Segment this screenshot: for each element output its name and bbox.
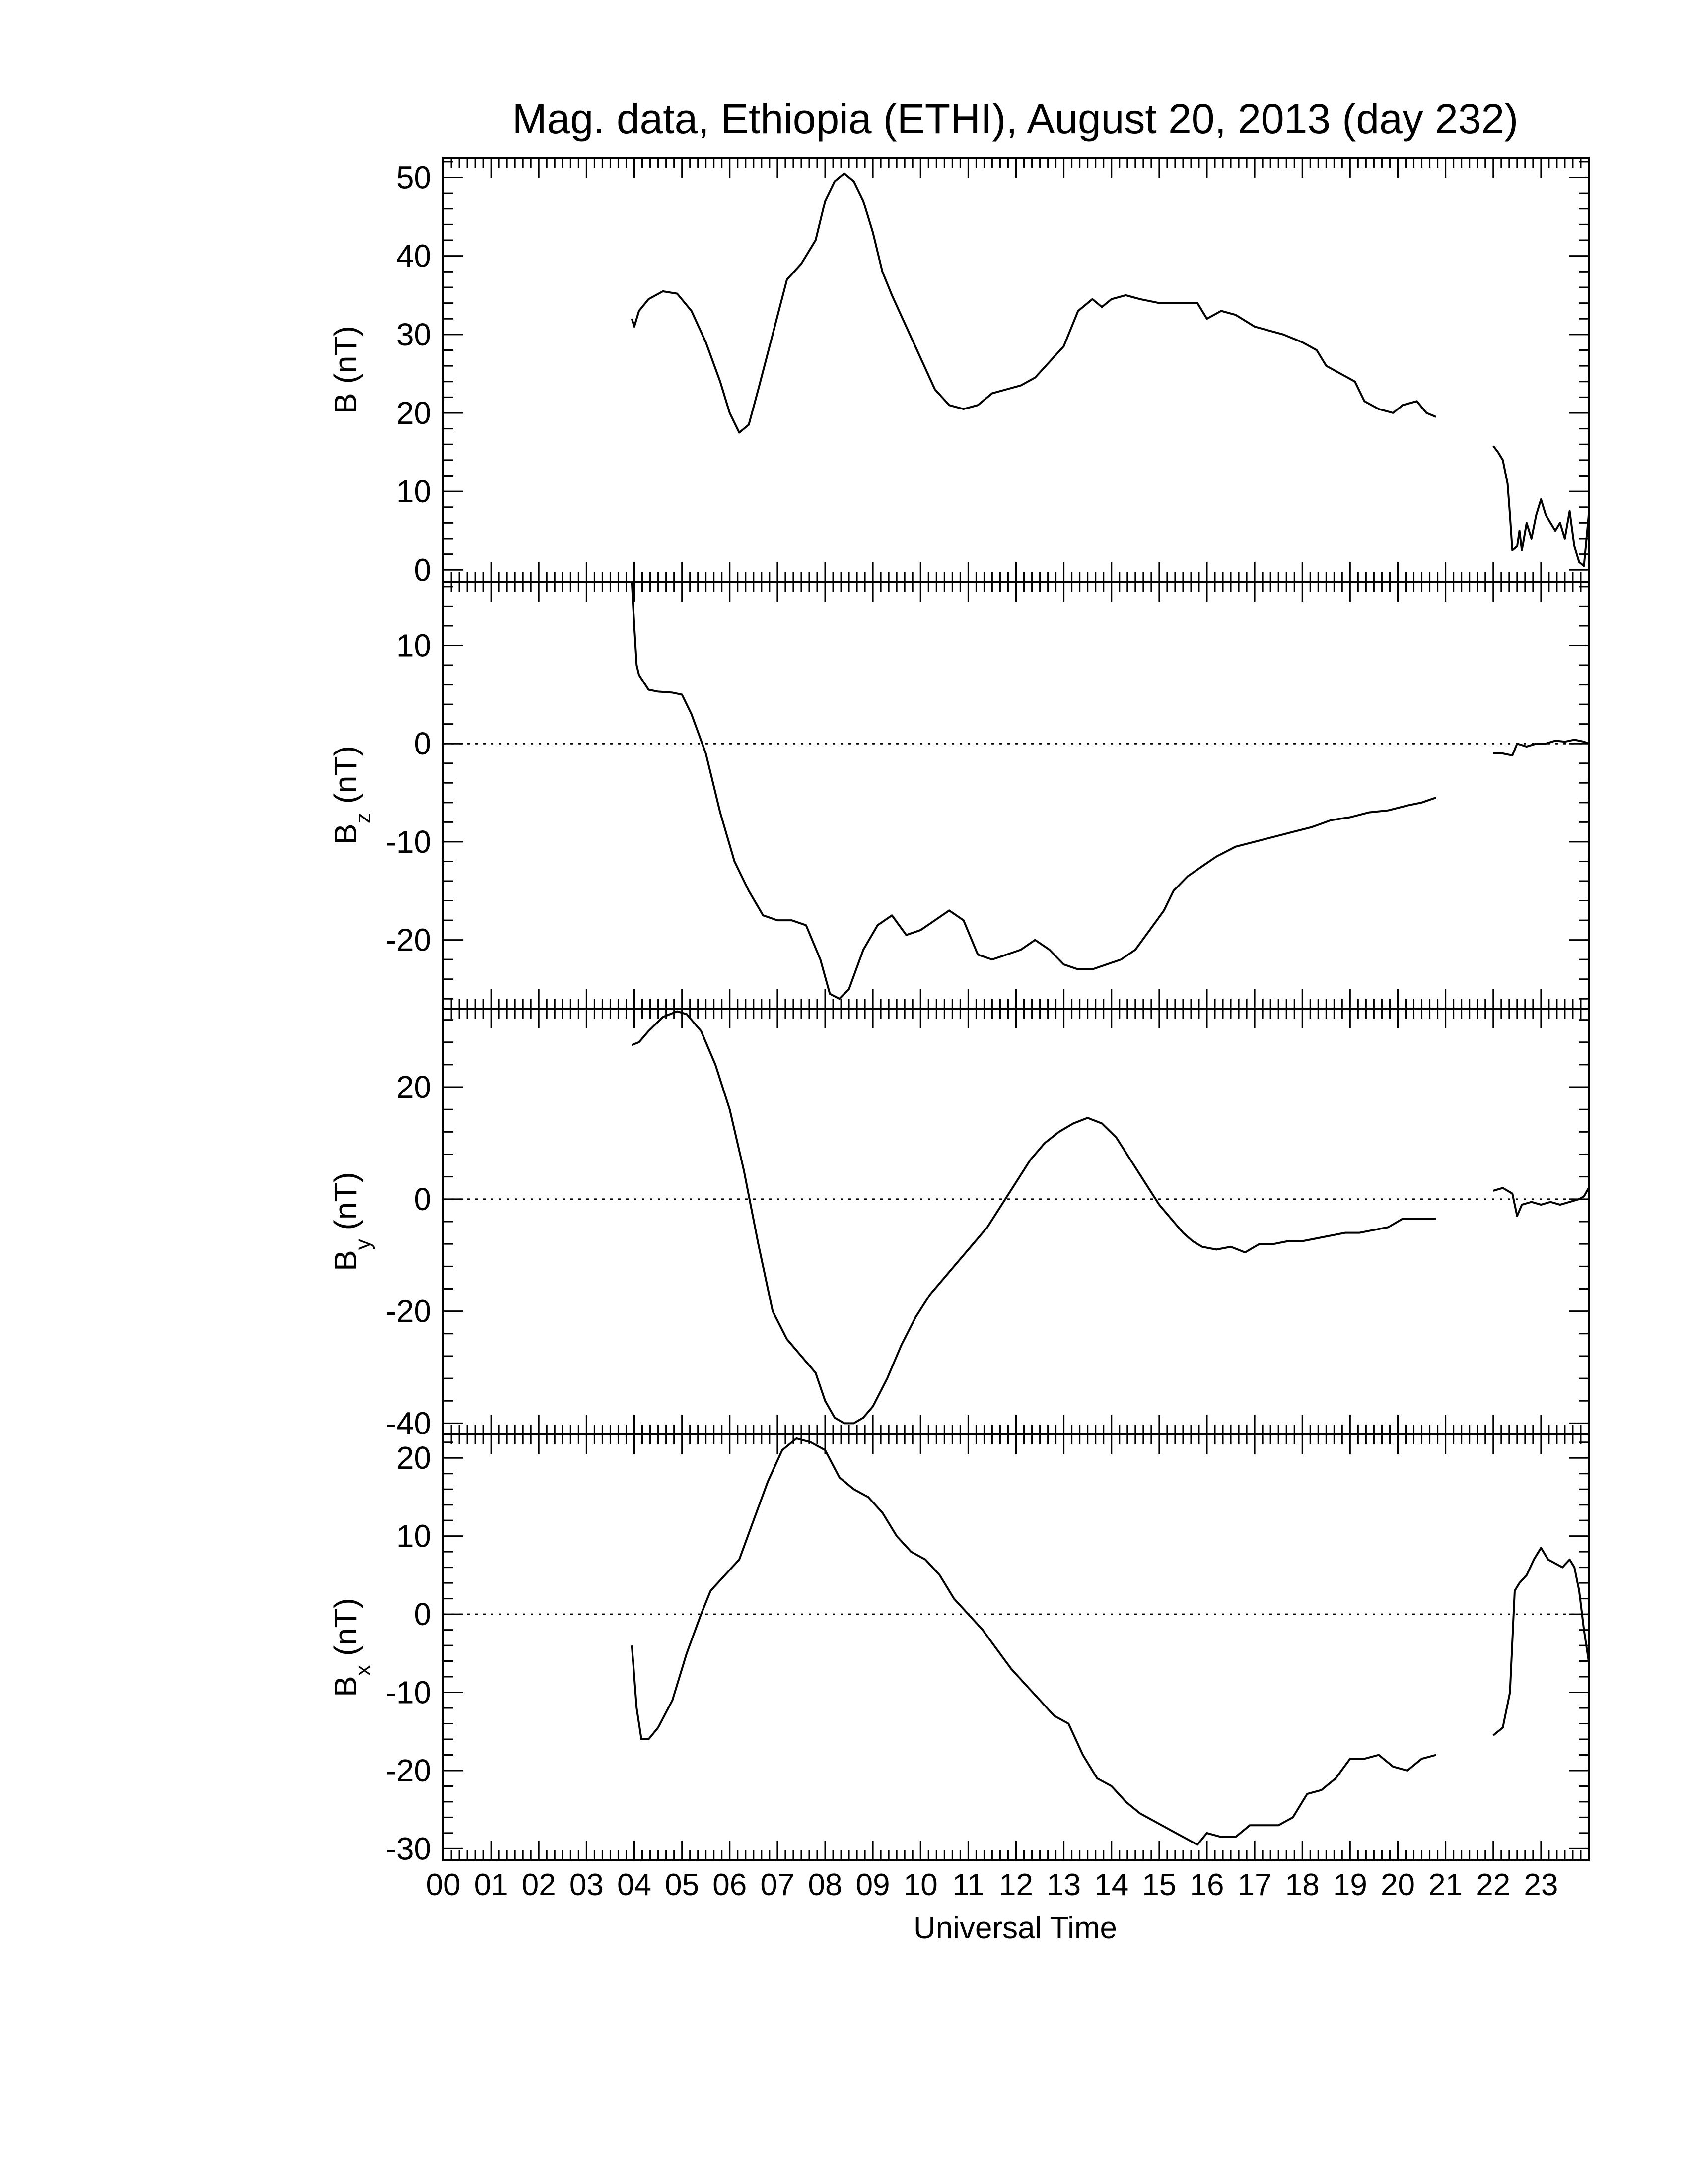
y-axis-label-B: B (nT) <box>328 326 363 414</box>
panel-frame-B <box>442 157 1590 583</box>
panel-frame-Bx <box>442 1433 1590 1861</box>
x-ticks-Bx <box>442 1434 1590 1860</box>
series-line-By-1 <box>1493 1187 1590 1217</box>
x-tick-label: 21 <box>1428 1868 1463 1902</box>
x-ticks-Bz <box>442 582 1590 1009</box>
x-tick-label: 00 <box>426 1868 461 1902</box>
x-tick-label: 08 <box>808 1868 843 1902</box>
y-tick-label-B: 40 <box>396 238 431 274</box>
panel-Bz: -20 -10 0 10 Bz (nT) <box>328 581 1590 1010</box>
y-tick-label-B: 0 <box>414 552 431 588</box>
x-tick-label: 18 <box>1285 1868 1320 1902</box>
x-tick-label: 20 <box>1381 1868 1415 1902</box>
x-tick-label: 16 <box>1190 1868 1224 1902</box>
y-tick-label-Bx: 0 <box>414 1596 431 1632</box>
y-tick-label-Bx: 10 <box>396 1518 431 1554</box>
x-axis-label: Universal Time <box>914 1911 1117 1945</box>
panel-B: 0 10 20 30 40 50 B (nT) <box>328 157 1590 588</box>
x-tick-label: 09 <box>856 1868 890 1902</box>
x-tick-label: 23 <box>1524 1868 1558 1902</box>
y-tick-label-By: 0 <box>414 1181 431 1217</box>
y-tick-label-Bx: 20 <box>396 1440 431 1476</box>
x-tick-label: 17 <box>1238 1868 1272 1902</box>
y-axis-label-By: By (nT) <box>328 1172 375 1271</box>
x-ticks-B <box>442 158 1590 582</box>
y-tick-label-By: -20 <box>386 1294 432 1329</box>
series-line-Bx-0 <box>631 1437 1436 1846</box>
panel-Bx: -30 -20 -10 0 10 20 Bx (nT) <box>328 1433 1590 1866</box>
x-tick-label: 03 <box>569 1868 604 1902</box>
x-tick-label: 13 <box>1047 1868 1081 1902</box>
series-line-By-0 <box>631 1010 1436 1425</box>
x-tick-label: 22 <box>1476 1868 1510 1902</box>
y-ticks-B <box>443 161 1589 571</box>
x-tick-label: 14 <box>1094 1868 1128 1902</box>
x-tick-label: 11 <box>952 1868 984 1902</box>
y-tick-label-Bz: -10 <box>386 824 432 860</box>
y-ticks-Bx <box>443 1441 1589 1849</box>
x-ticks-By <box>442 1009 1590 1434</box>
panel-frame-By <box>442 1008 1590 1435</box>
y-tick-label-B: 20 <box>396 395 431 431</box>
x-tick-label: 04 <box>617 1868 651 1902</box>
y-tick-label-Bz: 10 <box>396 628 431 664</box>
y-axis-label-Bz: Bz (nT) <box>328 746 375 845</box>
x-tick-label: 10 <box>904 1868 938 1902</box>
panels: 0 10 20 30 40 50 B (nT) -20 -10 0 10 Bz (nT) -40 -20 0… <box>328 157 1590 1866</box>
y-axis-label-Bx: Bx (nT) <box>328 1598 375 1697</box>
y-tick-label-Bz: -20 <box>386 922 432 958</box>
x-tick-label: 05 <box>665 1868 699 1902</box>
y-ticks-By <box>443 1019 1589 1424</box>
x-tick-label: 19 <box>1333 1868 1367 1902</box>
x-tick-label: 12 <box>999 1868 1033 1902</box>
panel-frame-Bz <box>442 581 1590 1010</box>
y-tick-label-Bx: -20 <box>386 1753 432 1788</box>
y-tick-label-Bx: -10 <box>386 1675 432 1710</box>
panel-By: -40 -20 0 20 By (nT) <box>328 1008 1590 1441</box>
x-tick-label: 01 <box>474 1868 508 1902</box>
x-tick-label: 15 <box>1142 1868 1176 1902</box>
series-line-B-1 <box>1492 445 1590 567</box>
series-line-Bx-1 <box>1492 1547 1590 1736</box>
series-line-Bz-0 <box>631 581 1437 1000</box>
chart-title: Mag. data, Ethiopia (ETHI), August 20, 2… <box>512 95 1519 142</box>
y-tick-label-B: 30 <box>396 317 431 352</box>
y-ticks-Bz <box>443 586 1589 1000</box>
y-tick-label-Bx: -30 <box>386 1831 432 1866</box>
x-tick-label: 07 <box>760 1868 794 1902</box>
x-tick-label: 06 <box>712 1868 747 1902</box>
series-line-B-0 <box>631 172 1437 434</box>
y-tick-label-B: 10 <box>396 474 431 509</box>
x-tick-label: 02 <box>522 1868 556 1902</box>
series-line-Bz-1 <box>1493 739 1589 756</box>
y-tick-label-By: 20 <box>396 1069 431 1105</box>
x-tick-labels: 00 01 02 03 04 05 06 07 08 09 10 11 12 13 14 15 16 17 18 19… <box>426 1868 1558 1902</box>
y-tick-label-B: 50 <box>396 160 431 196</box>
y-tick-label-By: -40 <box>386 1405 432 1441</box>
y-tick-label-Bz: 0 <box>414 726 431 761</box>
